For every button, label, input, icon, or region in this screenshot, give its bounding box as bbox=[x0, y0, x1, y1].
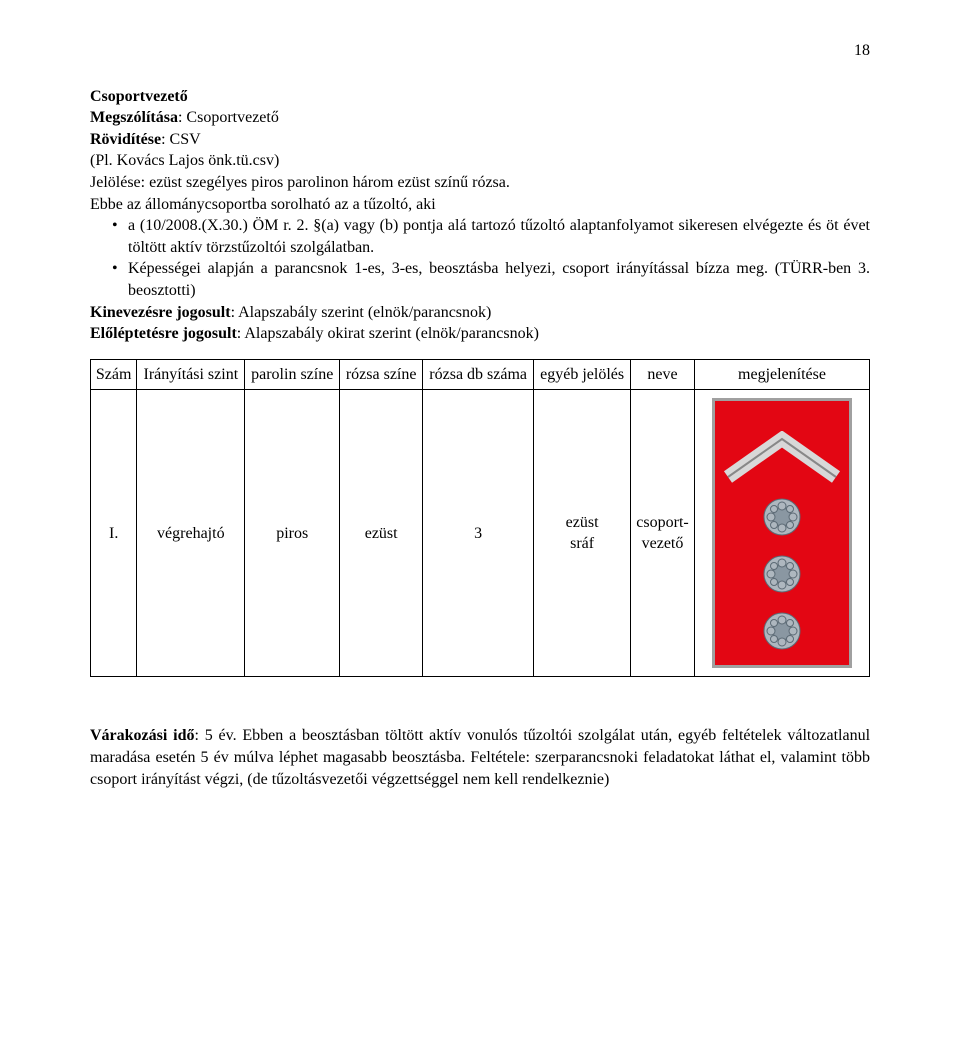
col-egyeb: egyéb jelölés bbox=[534, 359, 631, 390]
appoint-line: Kinevezésre jogosult: Alapszabály szerin… bbox=[90, 302, 870, 324]
appoint-label: Kinevezésre jogosult bbox=[90, 304, 231, 321]
table-header-row: Szám Irányítási szint parolin színe rózs… bbox=[91, 359, 870, 390]
col-rozsa-szin: rózsa színe bbox=[340, 359, 423, 390]
rank-table: Szám Irányítási szint parolin színe rózs… bbox=[90, 359, 870, 678]
group-line: Ebbe az állománycsoportba sorolható az a… bbox=[90, 194, 870, 216]
cell-name-l2: vezető bbox=[642, 535, 684, 552]
col-parolin: parolin színe bbox=[245, 359, 340, 390]
col-rozsa-db: rózsa db száma bbox=[423, 359, 534, 390]
promote-line: Előléptetésre jogosult: Alapszabály okir… bbox=[90, 323, 870, 345]
address-line: Megszólítása: Csoportvezető bbox=[90, 107, 870, 129]
cell-rose-color: ezüst bbox=[340, 390, 423, 677]
cell-other: ezüst sráf bbox=[534, 390, 631, 677]
appoint-value: : Alapszabály szerint (elnök/parancsnok) bbox=[231, 304, 492, 321]
cell-insignia bbox=[695, 390, 870, 677]
chevron-icon bbox=[722, 431, 842, 485]
rosette-icon bbox=[761, 553, 803, 595]
promote-label: Előléptetésre jogosult bbox=[90, 325, 237, 342]
insignia-icon bbox=[712, 398, 852, 668]
list-item: Képességei alapján a parancsnok 1-es, 3-… bbox=[90, 258, 870, 301]
rank-title: Csoportvezető bbox=[90, 86, 870, 108]
rosette-icon bbox=[761, 610, 803, 652]
cell-name-l1: csoport- bbox=[636, 514, 688, 531]
cell-name: csoport- vezető bbox=[631, 390, 695, 677]
col-szint: Irányítási szint bbox=[137, 359, 245, 390]
abbr-value: : CSV bbox=[161, 131, 201, 148]
cell-num: I. bbox=[91, 390, 137, 677]
heading-block: Csoportvezető Megszólítása: Csoportvezet… bbox=[90, 86, 870, 216]
desc-line: Jelölése: ezüst szegélyes piros parolino… bbox=[90, 172, 870, 194]
address-value: : Csoportvezető bbox=[178, 109, 279, 126]
col-megjelenites: megjelenítése bbox=[695, 359, 870, 390]
bullet-list: a (10/2008.(X.30.) ÖM r. 2. §(a) vagy (b… bbox=[90, 215, 870, 301]
page-number: 18 bbox=[90, 40, 870, 62]
cell-other-l2: sráf bbox=[570, 535, 594, 552]
abbr-label: Rövidítése bbox=[90, 131, 161, 148]
wait-label: Várakozási idő bbox=[90, 727, 194, 744]
wait-text: : 5 év. Ebben a beosztásban töltött aktí… bbox=[90, 727, 870, 787]
col-neve: neve bbox=[631, 359, 695, 390]
example-line: (Pl. Kovács Lajos önk.tü.csv) bbox=[90, 150, 870, 172]
footer-paragraph: Várakozási idő: 5 év. Ebben a beosztásba… bbox=[90, 725, 870, 790]
list-item: a (10/2008.(X.30.) ÖM r. 2. §(a) vagy (b… bbox=[90, 215, 870, 258]
rosette-icon bbox=[761, 496, 803, 538]
abbr-line: Rövidítése: CSV bbox=[90, 129, 870, 151]
promote-value: : Alapszabály okirat szerint (elnök/para… bbox=[237, 325, 539, 342]
cell-level: végrehajtó bbox=[137, 390, 245, 677]
col-szam: Szám bbox=[91, 359, 137, 390]
cell-parolin: piros bbox=[245, 390, 340, 677]
cell-rose-count: 3 bbox=[423, 390, 534, 677]
cell-other-l1: ezüst bbox=[566, 514, 599, 531]
address-label: Megszólítása bbox=[90, 109, 178, 126]
appoint-block: Kinevezésre jogosult: Alapszabály szerin… bbox=[90, 302, 870, 345]
